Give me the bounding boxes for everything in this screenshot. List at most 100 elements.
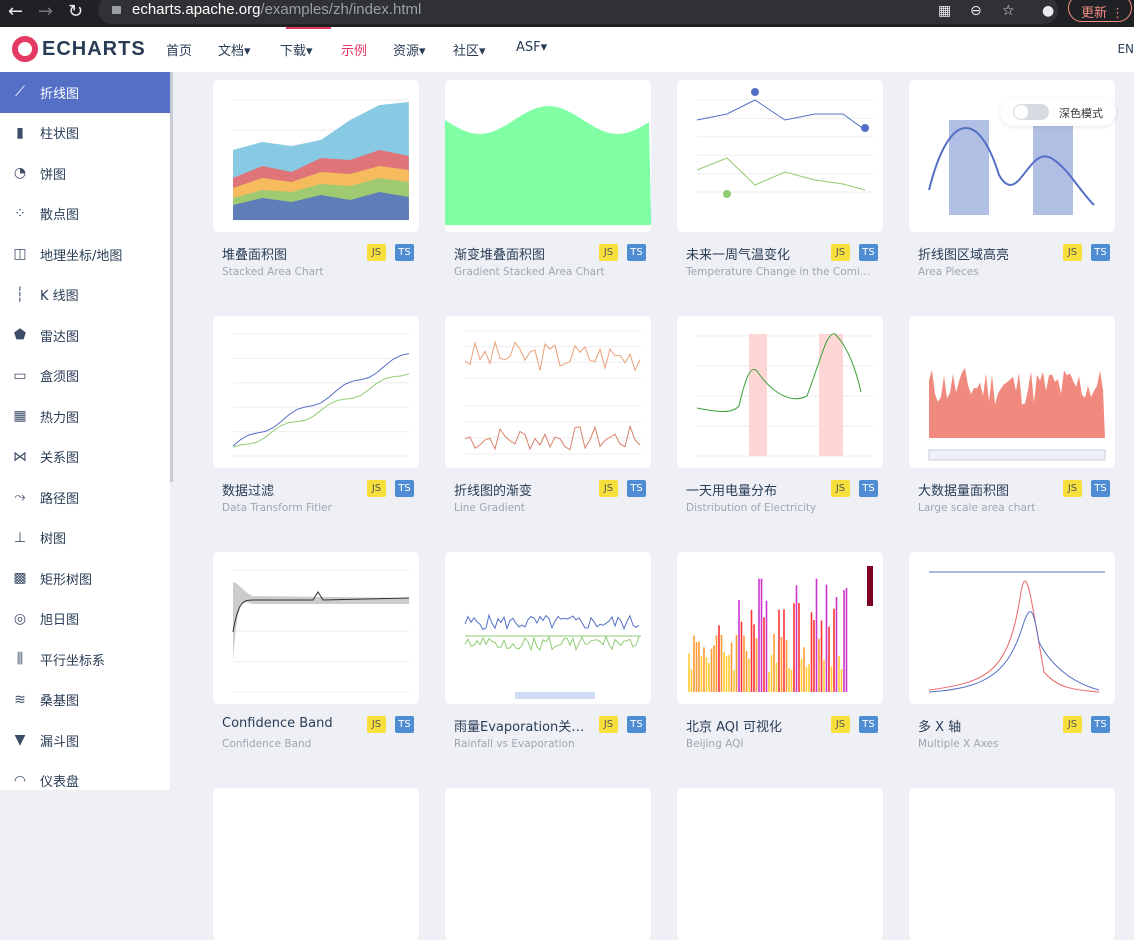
ts-badge[interactable]: TS <box>627 480 646 497</box>
sidebar-item[interactable]: ⤳ 路径图 <box>0 477 170 518</box>
chart-thumbnail[interactable] <box>677 552 883 704</box>
example-card[interactable]: 折线图的渐变 Line Gradient JS TS <box>445 316 651 514</box>
language-switch[interactable]: EN <box>1117 42 1134 56</box>
sidebar-item[interactable]: ▩ 矩形树图 <box>0 558 170 599</box>
js-badge[interactable]: JS <box>1063 480 1082 497</box>
address-bar[interactable]: echarts.apache.org/examples/zh/index.htm… <box>98 0 1058 24</box>
ts-badge[interactable]: TS <box>1091 716 1110 733</box>
sidebar-item[interactable]: ⁘ 散点图 <box>0 194 170 235</box>
chart-thumbnail[interactable] <box>213 788 419 940</box>
card-title[interactable]: 一天用电量分布 <box>686 484 778 499</box>
sidebar-item[interactable]: ◠ 仪表盘 <box>0 761 170 790</box>
sidebar-item[interactable]: ▭ 盒须图 <box>0 356 170 397</box>
sidebar-item[interactable]: ≋ 桑基图 <box>0 680 170 721</box>
example-card[interactable] <box>909 788 1115 940</box>
card-title[interactable]: 雨量Evaporation关系图 <box>454 720 594 735</box>
example-card[interactable]: Confidence Band Confidence Band JS TS <box>213 552 419 750</box>
sidebar-item[interactable]: ⫼ 平行坐标系 <box>0 639 170 680</box>
forward-icon[interactable]: → <box>38 1 54 22</box>
sidebar-item[interactable]: ▦ 热力图 <box>0 396 170 437</box>
sidebar-item[interactable]: ◎ 旭日图 <box>0 599 170 640</box>
js-badge[interactable]: JS <box>367 480 386 497</box>
card-title[interactable]: 堆叠面积图 <box>222 248 288 263</box>
nav-item[interactable]: 首页 <box>166 44 193 59</box>
js-badge[interactable]: JS <box>831 244 850 261</box>
js-badge[interactable]: JS <box>599 480 618 497</box>
profile-icon[interactable]: ● <box>1042 3 1055 19</box>
chart-thumbnail[interactable] <box>213 80 419 232</box>
card-title[interactable]: 北京 AQI 可视化 <box>686 720 782 735</box>
nav-item[interactable]: 文档▾ <box>218 44 251 59</box>
example-card[interactable]: 数据过滤 Data Transform Fitler JS TS <box>213 316 419 514</box>
sidebar-item[interactable]: ⟋ 折线图 <box>0 72 170 113</box>
chart-thumbnail[interactable] <box>213 316 419 468</box>
nav-item[interactable]: 资源▾ <box>393 44 426 59</box>
ts-badge[interactable]: TS <box>627 244 646 261</box>
card-title[interactable]: 折线图的渐变 <box>454 484 533 499</box>
sidebar-item[interactable]: ⋈ 关系图 <box>0 437 170 478</box>
nav-item[interactable]: ASF▾ <box>516 40 548 55</box>
example-card[interactable]: 渐变堆叠面积图 Gradient Stacked Area Chart JS TS <box>445 80 651 278</box>
chart-thumbnail[interactable] <box>909 552 1115 704</box>
sidebar-item[interactable]: ◔ 饼图 <box>0 153 170 194</box>
card-title[interactable]: 数据过滤 <box>222 484 275 499</box>
chart-thumbnail[interactable] <box>677 316 883 468</box>
nav-item[interactable]: 下载▾ <box>280 44 313 59</box>
chart-thumbnail[interactable] <box>909 788 1115 940</box>
example-card[interactable]: 未来一周气温变化 Temperature Change in the Coming… <box>677 80 883 278</box>
card-title[interactable]: Confidence Band <box>222 716 333 731</box>
example-card[interactable]: 大数据量面积图 Large scale area chart JS TS <box>909 316 1115 514</box>
nav-item[interactable]: 示例 <box>341 44 368 59</box>
echarts-logo[interactable]: ECHARTS <box>12 36 146 62</box>
chart-thumbnail[interactable] <box>445 316 651 468</box>
ts-badge[interactable]: TS <box>1091 244 1110 261</box>
sidebar-scrollbar[interactable] <box>170 72 173 482</box>
card-title[interactable]: 多 X 轴 <box>918 720 962 735</box>
sidebar-item[interactable]: ▼ 漏斗图 <box>0 720 170 761</box>
example-card[interactable]: 一天用电量分布 Distribution of Electricity JS TS <box>677 316 883 514</box>
js-badge[interactable]: JS <box>1063 244 1082 261</box>
ts-badge[interactable]: TS <box>395 244 414 261</box>
example-card[interactable]: 北京 AQI 可视化 Beijing AQI JS TS <box>677 552 883 750</box>
example-card[interactable]: 雨量Evaporation关系图 Rainfall vs Evaporation J… <box>445 552 651 750</box>
ts-badge[interactable]: TS <box>859 244 878 261</box>
qr-icon[interactable]: ▦ <box>938 3 952 19</box>
update-button[interactable]: 更新 ⋮ <box>1068 0 1132 22</box>
card-title[interactable]: 折线图区域高亮 <box>918 248 1010 263</box>
example-card[interactable] <box>677 788 883 940</box>
back-icon[interactable]: ← <box>8 1 24 22</box>
js-badge[interactable]: JS <box>599 244 618 261</box>
js-badge[interactable]: JS <box>1063 716 1082 733</box>
reload-icon[interactable]: ↻ <box>68 1 84 22</box>
ts-badge[interactable]: TS <box>1091 480 1110 497</box>
sidebar-item[interactable]: ▮ 柱状图 <box>0 113 170 154</box>
example-card[interactable] <box>445 788 651 940</box>
chart-thumbnail[interactable] <box>445 552 651 704</box>
toggle-knob[interactable] <box>1014 105 1028 119</box>
js-badge[interactable]: JS <box>367 244 386 261</box>
chart-thumbnail[interactable] <box>677 788 883 940</box>
ts-badge[interactable]: TS <box>859 716 878 733</box>
js-badge[interactable]: JS <box>599 716 618 733</box>
chart-thumbnail[interactable] <box>445 788 651 940</box>
sidebar-item[interactable]: ◫ 地理坐标/地图 <box>0 234 170 275</box>
card-title[interactable]: 未来一周气温变化 <box>686 248 791 263</box>
js-badge[interactable]: JS <box>831 480 850 497</box>
card-title[interactable]: 渐变堆叠面积图 <box>454 248 546 263</box>
example-card[interactable]: 堆叠面积图 Stacked Area Chart JS TS <box>213 80 419 278</box>
sidebar-item[interactable]: ⬟ 雷达图 <box>0 315 170 356</box>
example-card[interactable]: 多 X 轴 Multiple X Axes JS TS <box>909 552 1115 750</box>
sidebar-item[interactable]: ┆ K 线图 <box>0 275 170 316</box>
example-card[interactable] <box>213 788 419 940</box>
star-icon[interactable]: ☆ <box>1002 3 1015 19</box>
ts-badge[interactable]: TS <box>859 480 878 497</box>
js-badge[interactable]: JS <box>367 716 386 733</box>
chart-thumbnail[interactable] <box>213 552 419 704</box>
ts-badge[interactable]: TS <box>627 716 646 733</box>
js-badge[interactable]: JS <box>831 716 850 733</box>
chart-thumbnail[interactable] <box>445 80 651 232</box>
zoom-out-icon[interactable]: ⊖ <box>970 3 982 19</box>
dark-mode-toggle[interactable]: 深色模式 <box>1000 98 1116 126</box>
nav-item[interactable]: 社区▾ <box>453 44 486 59</box>
ts-badge[interactable]: TS <box>395 480 414 497</box>
